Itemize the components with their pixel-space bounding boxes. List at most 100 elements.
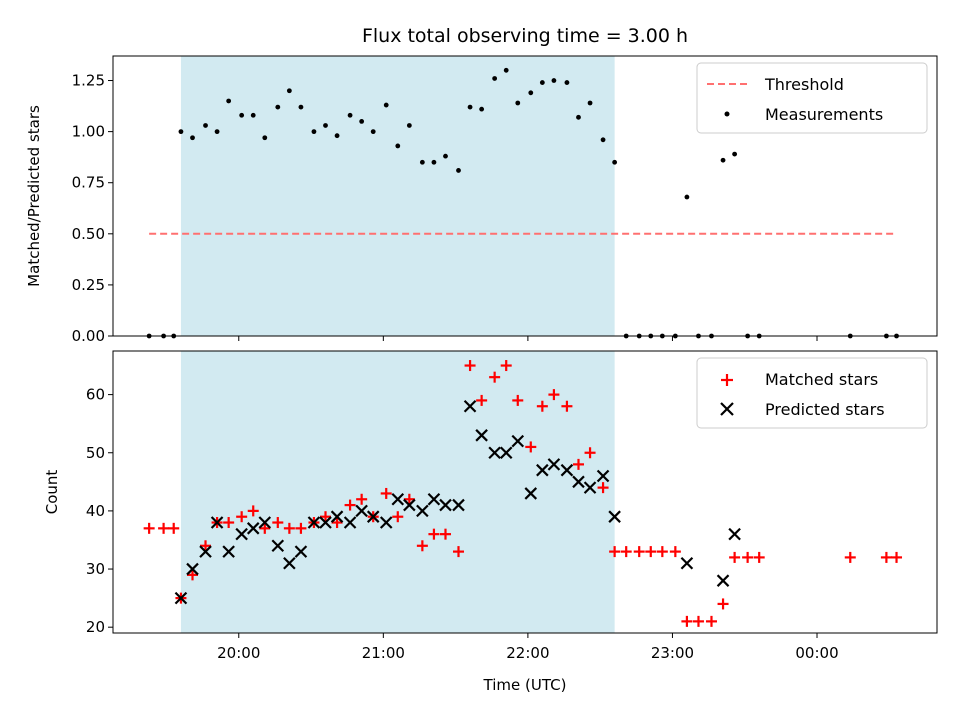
top-legend-frame	[696, 62, 928, 134]
predicted-stars-marker	[439, 498, 452, 512]
predicted-stars-marker	[475, 429, 488, 442]
measurements-point	[370, 129, 376, 135]
predicted-stars-marker	[680, 556, 694, 570]
matched-stars-marker	[753, 551, 765, 563]
predicted-stars-marker	[307, 516, 321, 529]
bottom-panel: 20 30 40 50 60 20:00 21:00 22:00 23:00 00:00 Cou…	[43, 350, 938, 694]
predicted-stars-marker	[547, 458, 561, 471]
measurements-point	[732, 151, 738, 157]
matched-stars-marker	[428, 528, 440, 540]
measurements-point	[275, 104, 281, 110]
legend-predicted-label: Predicted stars	[765, 400, 885, 419]
matched-stars-marker	[548, 389, 560, 401]
matched-stars-marker	[681, 615, 693, 627]
predicted-stars-marker	[452, 498, 465, 512]
predicted-stars-marker	[488, 446, 501, 460]
matched-stars-marker	[344, 499, 356, 511]
matched-stars-marker	[584, 447, 596, 459]
predicted-stars-marker	[463, 399, 477, 413]
top-y-axis-label: Matched/Predicted stars	[25, 105, 43, 287]
x-tick-label: 23:00	[651, 644, 694, 662]
predicted-stars-marker	[572, 475, 585, 489]
measurements-point	[600, 137, 606, 143]
matched-stars-marker	[717, 598, 729, 610]
y-tick-label: 1.00	[72, 123, 105, 141]
predicted-stars-marker	[583, 481, 597, 494]
measurements-point	[395, 143, 401, 149]
measurements-point	[564, 80, 570, 85]
y-tick-label: 20	[86, 618, 105, 636]
y-tick-label: 60	[86, 386, 105, 404]
legend-measurements-label: Measurements	[765, 105, 883, 124]
predicted-stars-marker	[427, 492, 441, 506]
bottom-axes-frame	[112, 350, 938, 634]
measurements-point	[347, 112, 353, 118]
legend-threshold-label: Threshold	[764, 75, 844, 94]
top-panel: 0.00 0.25 0.50 0.75 1.00 1.25 Matched/Predict…	[25, 55, 938, 345]
matched-stars-marker	[380, 487, 392, 499]
matched-stars-marker	[295, 522, 307, 534]
measurements-point	[528, 90, 534, 96]
matched-stars-marker	[656, 546, 668, 558]
predicted-stars-marker	[524, 487, 538, 500]
measurements-point	[612, 159, 618, 165]
bottom-legend-frame	[696, 357, 928, 429]
bottom-legend: Matched stars Predicted stars	[696, 357, 928, 429]
measurements-point	[311, 129, 317, 135]
predicted-stars-marker	[416, 504, 429, 518]
matched-stars-marker	[158, 522, 170, 534]
predicted-stars-marker	[319, 516, 332, 529]
measurements-point	[515, 100, 521, 106]
predicted-stars-marker	[258, 516, 272, 529]
matched-stars-marker	[200, 540, 212, 552]
measurements-point	[178, 129, 184, 135]
predicted-stars-marker	[271, 539, 285, 553]
measurements-point	[539, 80, 545, 85]
matched-stars-marker	[331, 517, 343, 529]
matched-stars-marker	[403, 493, 415, 505]
top-shaded-interval	[180, 56, 615, 336]
matched-stars-marker	[561, 400, 573, 412]
predicted-stars-marker	[330, 510, 344, 523]
measurements-point	[406, 123, 412, 128]
matched-stars-marker	[669, 546, 681, 558]
matched-stars-marker	[283, 522, 295, 534]
matched-stars-marker	[633, 546, 645, 558]
top-axes-frame	[112, 55, 938, 337]
predicted-stars-marker	[596, 469, 610, 483]
top-legend: Threshold Measurements	[696, 62, 928, 134]
bottom-y-axis-label: Count	[43, 470, 61, 515]
measurements-point	[383, 102, 389, 108]
y-tick-label: 1.25	[72, 72, 105, 90]
matched-stars-marker	[259, 522, 271, 534]
measurements-point	[431, 159, 437, 165]
x-tick-label: 20:00	[217, 644, 260, 662]
matched-stars-marker	[572, 458, 584, 470]
matched-stars-marker	[536, 400, 548, 412]
predicted-stars-marker	[343, 516, 357, 529]
matched-stars-marker	[705, 615, 717, 627]
y-tick-label: 0.00	[72, 327, 105, 345]
predicted-stars-marker	[536, 463, 549, 477]
matched-stars-marker	[489, 371, 501, 383]
measurements-point	[456, 168, 461, 173]
matched-stars-marker	[645, 546, 657, 558]
predicted-stars-marker	[366, 510, 380, 523]
legend-predicted-swatch	[720, 402, 734, 416]
measurements-point	[250, 112, 256, 118]
top-x-axis-ticks	[238, 336, 818, 341]
measurements-point	[334, 133, 340, 139]
y-tick-label: 40	[86, 502, 105, 520]
x-tick-label: 22:00	[506, 644, 549, 662]
predicted-stars-marker	[560, 463, 574, 477]
measurements-point	[262, 135, 268, 141]
legend-measurements-swatch	[724, 111, 730, 117]
measurements-point	[587, 100, 593, 106]
matched-stars-marker	[844, 551, 856, 563]
y-tick-label: 0.75	[72, 174, 105, 192]
matched-stars-marker	[500, 360, 512, 372]
matched-stars-marker	[476, 394, 488, 406]
matched-stars-marker	[236, 511, 248, 523]
measurements-point	[239, 112, 245, 118]
